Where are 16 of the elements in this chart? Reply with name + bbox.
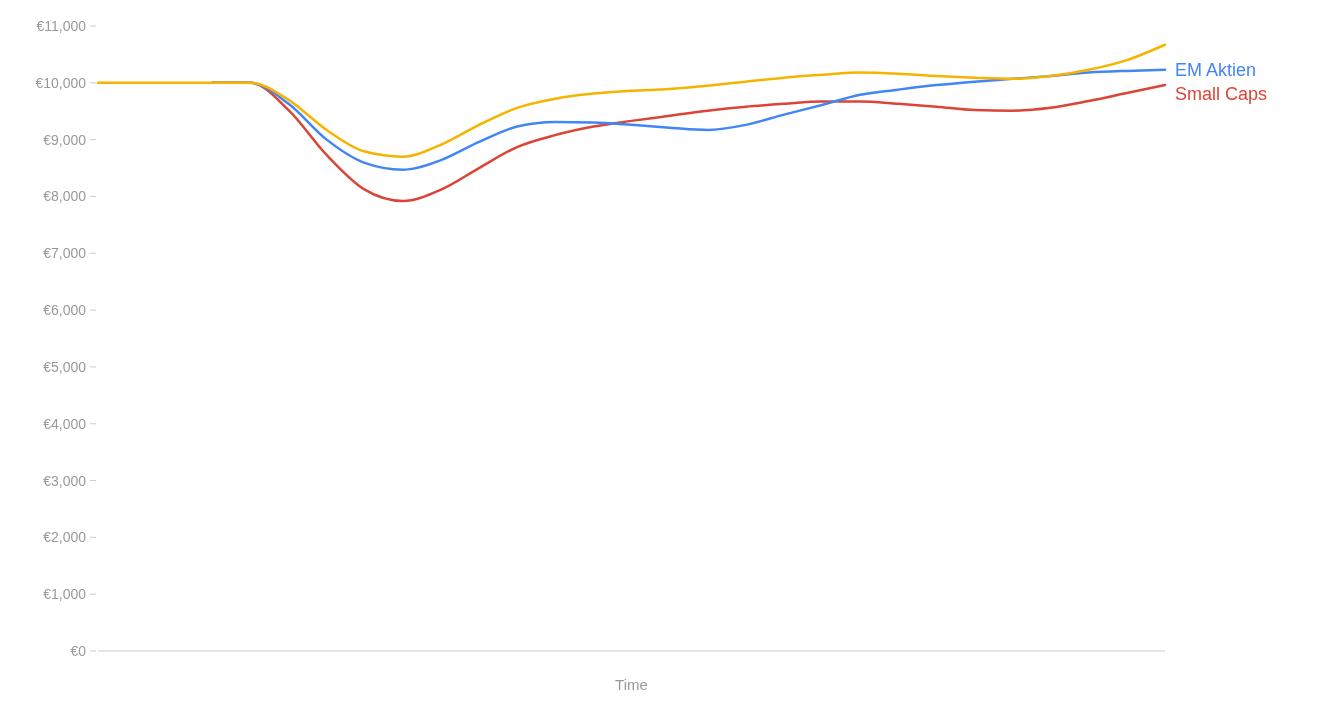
y-tick-label: €8,000	[43, 188, 87, 205]
y-tick-label: €7,000	[43, 245, 87, 262]
series-label: EM Aktien	[1175, 59, 1257, 80]
y-tick-label: €9,000	[43, 131, 87, 148]
y-tick-label: €1,000	[43, 586, 87, 603]
series-label: Small Caps	[1175, 83, 1268, 104]
line-series	[96, 43, 1167, 158]
y-tick-label: €10,000	[35, 74, 87, 91]
x-axis-title: Time	[615, 676, 648, 693]
y-tick-label: €3,000	[43, 472, 87, 489]
y-tick-label: €6,000	[43, 302, 87, 319]
y-tick-label: €4,000	[43, 415, 87, 432]
y-tick-label: €0	[70, 643, 87, 659]
y-tick-label: €11,000	[36, 18, 87, 34]
y-tick-label: €5,000	[43, 358, 87, 375]
y-tick-label: €2,000	[43, 529, 87, 546]
